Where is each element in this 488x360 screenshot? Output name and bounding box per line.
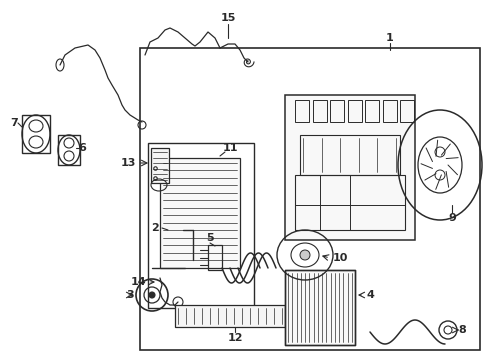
Bar <box>175 226 189 234</box>
Text: 8: 8 <box>457 325 465 335</box>
Bar <box>148 143 253 308</box>
Bar <box>151 148 169 183</box>
Bar <box>312 100 326 122</box>
Text: 3: 3 <box>126 290 134 300</box>
Text: 14: 14 <box>130 277 145 287</box>
Text: 6: 6 <box>78 143 86 153</box>
Bar <box>329 100 343 122</box>
Bar <box>207 245 222 270</box>
Ellipse shape <box>149 292 155 298</box>
Text: 5: 5 <box>206 233 213 243</box>
Text: 15: 15 <box>220 13 235 23</box>
Bar <box>285 95 414 240</box>
Bar <box>299 135 399 175</box>
Text: 9: 9 <box>447 213 455 223</box>
Text: 7: 7 <box>10 118 18 128</box>
Text: 13: 13 <box>120 158 135 168</box>
Bar <box>294 175 404 230</box>
Text: 2: 2 <box>151 223 159 233</box>
Bar <box>347 100 361 122</box>
Ellipse shape <box>299 250 309 260</box>
Bar <box>22 115 50 153</box>
Text: 1: 1 <box>386 33 393 43</box>
Text: 4: 4 <box>366 290 373 300</box>
Bar <box>382 100 396 122</box>
Text: 11: 11 <box>222 143 237 153</box>
Bar <box>285 270 354 345</box>
Bar <box>58 135 80 165</box>
Bar <box>294 100 308 122</box>
Text: 12: 12 <box>227 333 242 343</box>
Bar <box>175 305 285 327</box>
Text: 10: 10 <box>332 253 347 263</box>
Bar <box>364 100 378 122</box>
Bar <box>160 158 240 268</box>
Bar <box>140 48 479 350</box>
Bar <box>399 100 413 122</box>
